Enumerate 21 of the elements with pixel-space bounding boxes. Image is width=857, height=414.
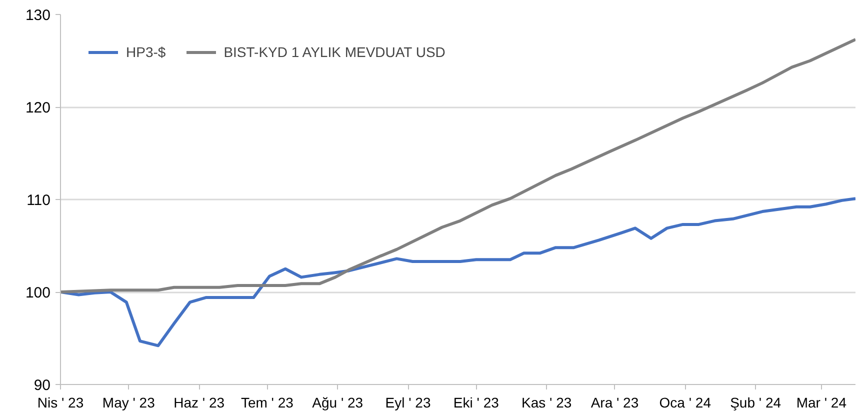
legend-label: BIST-KYD 1 AYLIK MEVDUAT USD — [224, 44, 446, 60]
x-tick-label: Ara ' 23 — [590, 394, 639, 410]
x-tick-label: Kas ' 23 — [522, 394, 572, 410]
y-tick-label: 90 — [34, 377, 51, 394]
x-tick-label: May ' 23 — [102, 394, 156, 410]
legend-label: HP3-$ — [126, 44, 166, 60]
line-series — [60, 38, 856, 294]
x-tick-label: Ağu ' 23 — [312, 394, 364, 410]
x-tick-label: Oca ' 24 — [659, 394, 712, 410]
x-tick-label: Tem ' 23 — [240, 394, 294, 410]
x-tick-label: Eki ' 23 — [453, 394, 500, 410]
y-tick-label: 110 — [26, 192, 51, 209]
line-series — [60, 197, 856, 348]
x-tick-label: Haz ' 23 — [174, 394, 225, 410]
y-tick-label: 100 — [25, 284, 51, 302]
x-tick-label: Nis ' 23 — [37, 394, 84, 410]
y-tick-label: 120 — [25, 100, 51, 116]
y-tick-label: 130 — [25, 7, 51, 24]
x-tick-label: Mar ' 24 — [796, 394, 847, 410]
x-tick-label: Eyl ' 23 — [385, 394, 431, 410]
x-tick-label: Şub ' 24 — [730, 394, 782, 410]
